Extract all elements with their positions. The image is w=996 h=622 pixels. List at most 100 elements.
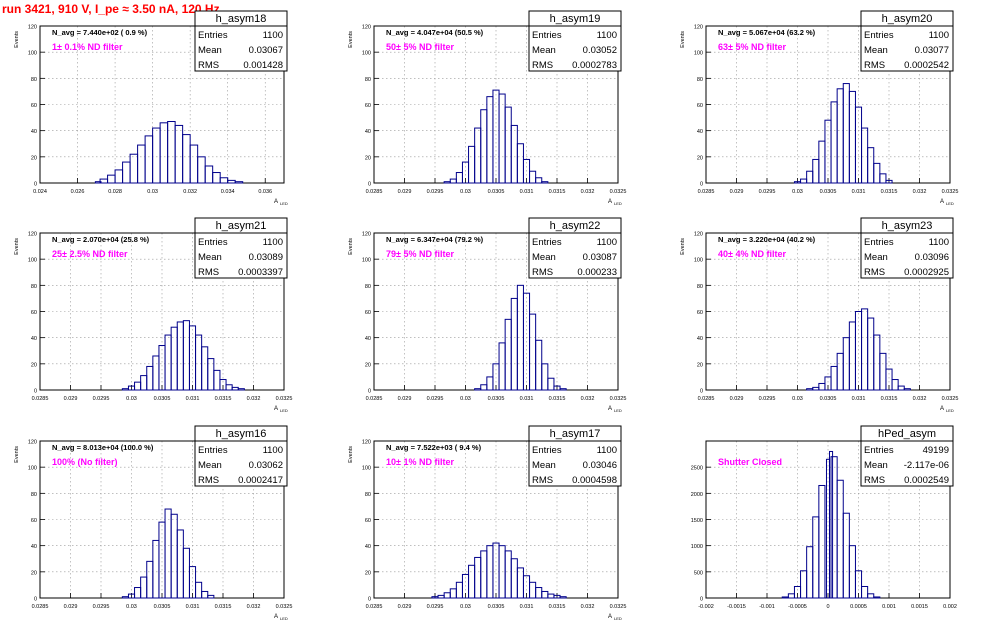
histogram-bin: [553, 385, 561, 391]
histogram-bin: [547, 593, 555, 599]
x-tick-label: 0.0005: [850, 604, 867, 610]
x-tick-label: 0.031: [520, 189, 534, 195]
x-tick-label: 0.0305: [488, 604, 505, 610]
histogram-bin: [468, 564, 476, 599]
histogram-bin: [861, 127, 869, 184]
histogram-bin: [830, 365, 838, 391]
histogram-bin: [818, 140, 826, 184]
histogram-bin: [227, 179, 236, 184]
stat-value: 0.0003397: [238, 267, 283, 278]
y-tick-label: 80: [31, 284, 37, 290]
histogram-bin: [812, 386, 820, 391]
histogram-panel-h_asym17: 0 20 40 60 80 100 120 0.0285 0.029 0.0295 0.03 0.03…: [348, 425, 626, 621]
stat-value: 0.0002925: [904, 267, 949, 278]
x-tick-label: -0.0005: [788, 604, 807, 610]
y-tick-label: 60: [31, 310, 37, 316]
stat-value: 0.0002542: [904, 60, 949, 71]
x-tick-label: 0: [826, 604, 829, 610]
histogram-bin: [504, 106, 512, 184]
histogram-bin: [207, 358, 215, 391]
x-tick-label: 0.029: [64, 604, 78, 610]
x-tick-label: 0.0325: [610, 189, 627, 195]
histogram-bin: [879, 352, 887, 391]
histogram-bin: [861, 585, 869, 599]
histogram-bin: [137, 144, 146, 184]
histogram-bin: [559, 596, 567, 599]
y-tick-label: 120: [362, 232, 371, 238]
y-tick-label: 100: [28, 466, 37, 472]
histogram-bin: [800, 570, 808, 599]
y-axis-label: Events: [680, 238, 686, 255]
x-tick-label: 0.032: [581, 396, 595, 402]
histogram-bin: [449, 178, 457, 184]
histogram-bin: [873, 162, 881, 184]
y-axis-label: Events: [14, 238, 20, 255]
x-tick-label: 0.0295: [427, 189, 444, 195]
x-tick-label: 0.0295: [427, 604, 444, 610]
histogram-bin: [144, 135, 154, 184]
x-tick-label: 0.029: [730, 189, 744, 195]
histogram-bin: [879, 173, 887, 184]
y-tick-label: 20: [697, 362, 703, 368]
stat-label: Entries: [864, 30, 894, 41]
y-tick-label: 0: [34, 597, 37, 603]
histogram-bin: [134, 381, 142, 391]
y-tick-label: 60: [365, 103, 371, 109]
histogram-bin: [170, 513, 178, 599]
x-axis-label: A: [608, 199, 612, 205]
stat-label: Mean: [198, 252, 222, 263]
stat-value: 1100: [263, 445, 283, 456]
histogram-bin: [152, 355, 160, 391]
stat-label: Entries: [532, 30, 562, 41]
histogram-bin: [195, 334, 203, 391]
y-tick-label: 80: [697, 284, 703, 290]
histogram-panel-h_asym18: 0 20 40 60 80 100 120 0.024 0.026 0.028 0.03 0.032 0…: [14, 10, 288, 206]
x-tick-label: 0.0305: [154, 604, 171, 610]
histogram-bin: [231, 386, 239, 391]
page-title: run 3421, 910 V, I_pe ≈ 3.50 nA, 120 Hz: [2, 2, 220, 16]
x-tick-label: 0.03: [147, 189, 158, 195]
y-tick-label: 20: [31, 362, 37, 368]
y-tick-label: 60: [697, 103, 703, 109]
x-tick-label: 0.002: [943, 604, 957, 610]
x-tick-label: 0.0015: [911, 604, 928, 610]
y-tick-label: 20: [697, 155, 703, 161]
x-axis-label-subscript: LED: [614, 408, 622, 413]
histogram-bin: [806, 546, 814, 599]
y-tick-label: 60: [365, 310, 371, 316]
y-tick-label: 60: [31, 518, 37, 524]
histogram-bin: [455, 172, 463, 184]
stat-value: 1100: [263, 237, 283, 248]
stat-box: [860, 10, 954, 72]
y-tick-label: 60: [31, 103, 37, 109]
histogram-bin: [891, 379, 899, 391]
stat-value: 1100: [929, 30, 949, 41]
stat-label: RMS: [532, 267, 553, 278]
histogram-bin: [885, 179, 893, 184]
histogram-bin: [158, 345, 166, 391]
histogram-bin: [824, 119, 832, 184]
y-tick-label: 40: [365, 129, 371, 135]
y-tick-label: 100: [694, 258, 703, 264]
x-tick-label: 0.0305: [488, 396, 505, 402]
histogram-bin: [498, 93, 506, 184]
histogram-bin: [176, 321, 184, 391]
stat-value: 0.03096: [915, 252, 949, 263]
n-avg-annotation: N_avg = 5.067e+04 (63.2 %): [718, 28, 816, 37]
x-tick-label: 0.032: [913, 396, 927, 402]
x-tick-label: 0.0305: [820, 189, 837, 195]
n-avg-annotation: N_avg = 2.070e+04 (25.8 %): [52, 235, 150, 244]
y-axis-label: Events: [348, 238, 354, 255]
y-tick-label: 20: [31, 570, 37, 576]
y-tick-label: 40: [31, 336, 37, 342]
histogram-bin: [225, 384, 233, 391]
stat-value: 1100: [929, 237, 949, 248]
histogram-bin: [207, 594, 215, 599]
histogram-bin: [873, 596, 881, 599]
histogram-bin: [903, 388, 911, 391]
n-avg-annotation: N_avg = 7.522e+03 ( 9.4 %): [386, 443, 482, 452]
x-tick-label: 0.0315: [881, 189, 898, 195]
x-tick-label: 0.0305: [154, 396, 171, 402]
x-tick-label: 0.0315: [549, 189, 566, 195]
